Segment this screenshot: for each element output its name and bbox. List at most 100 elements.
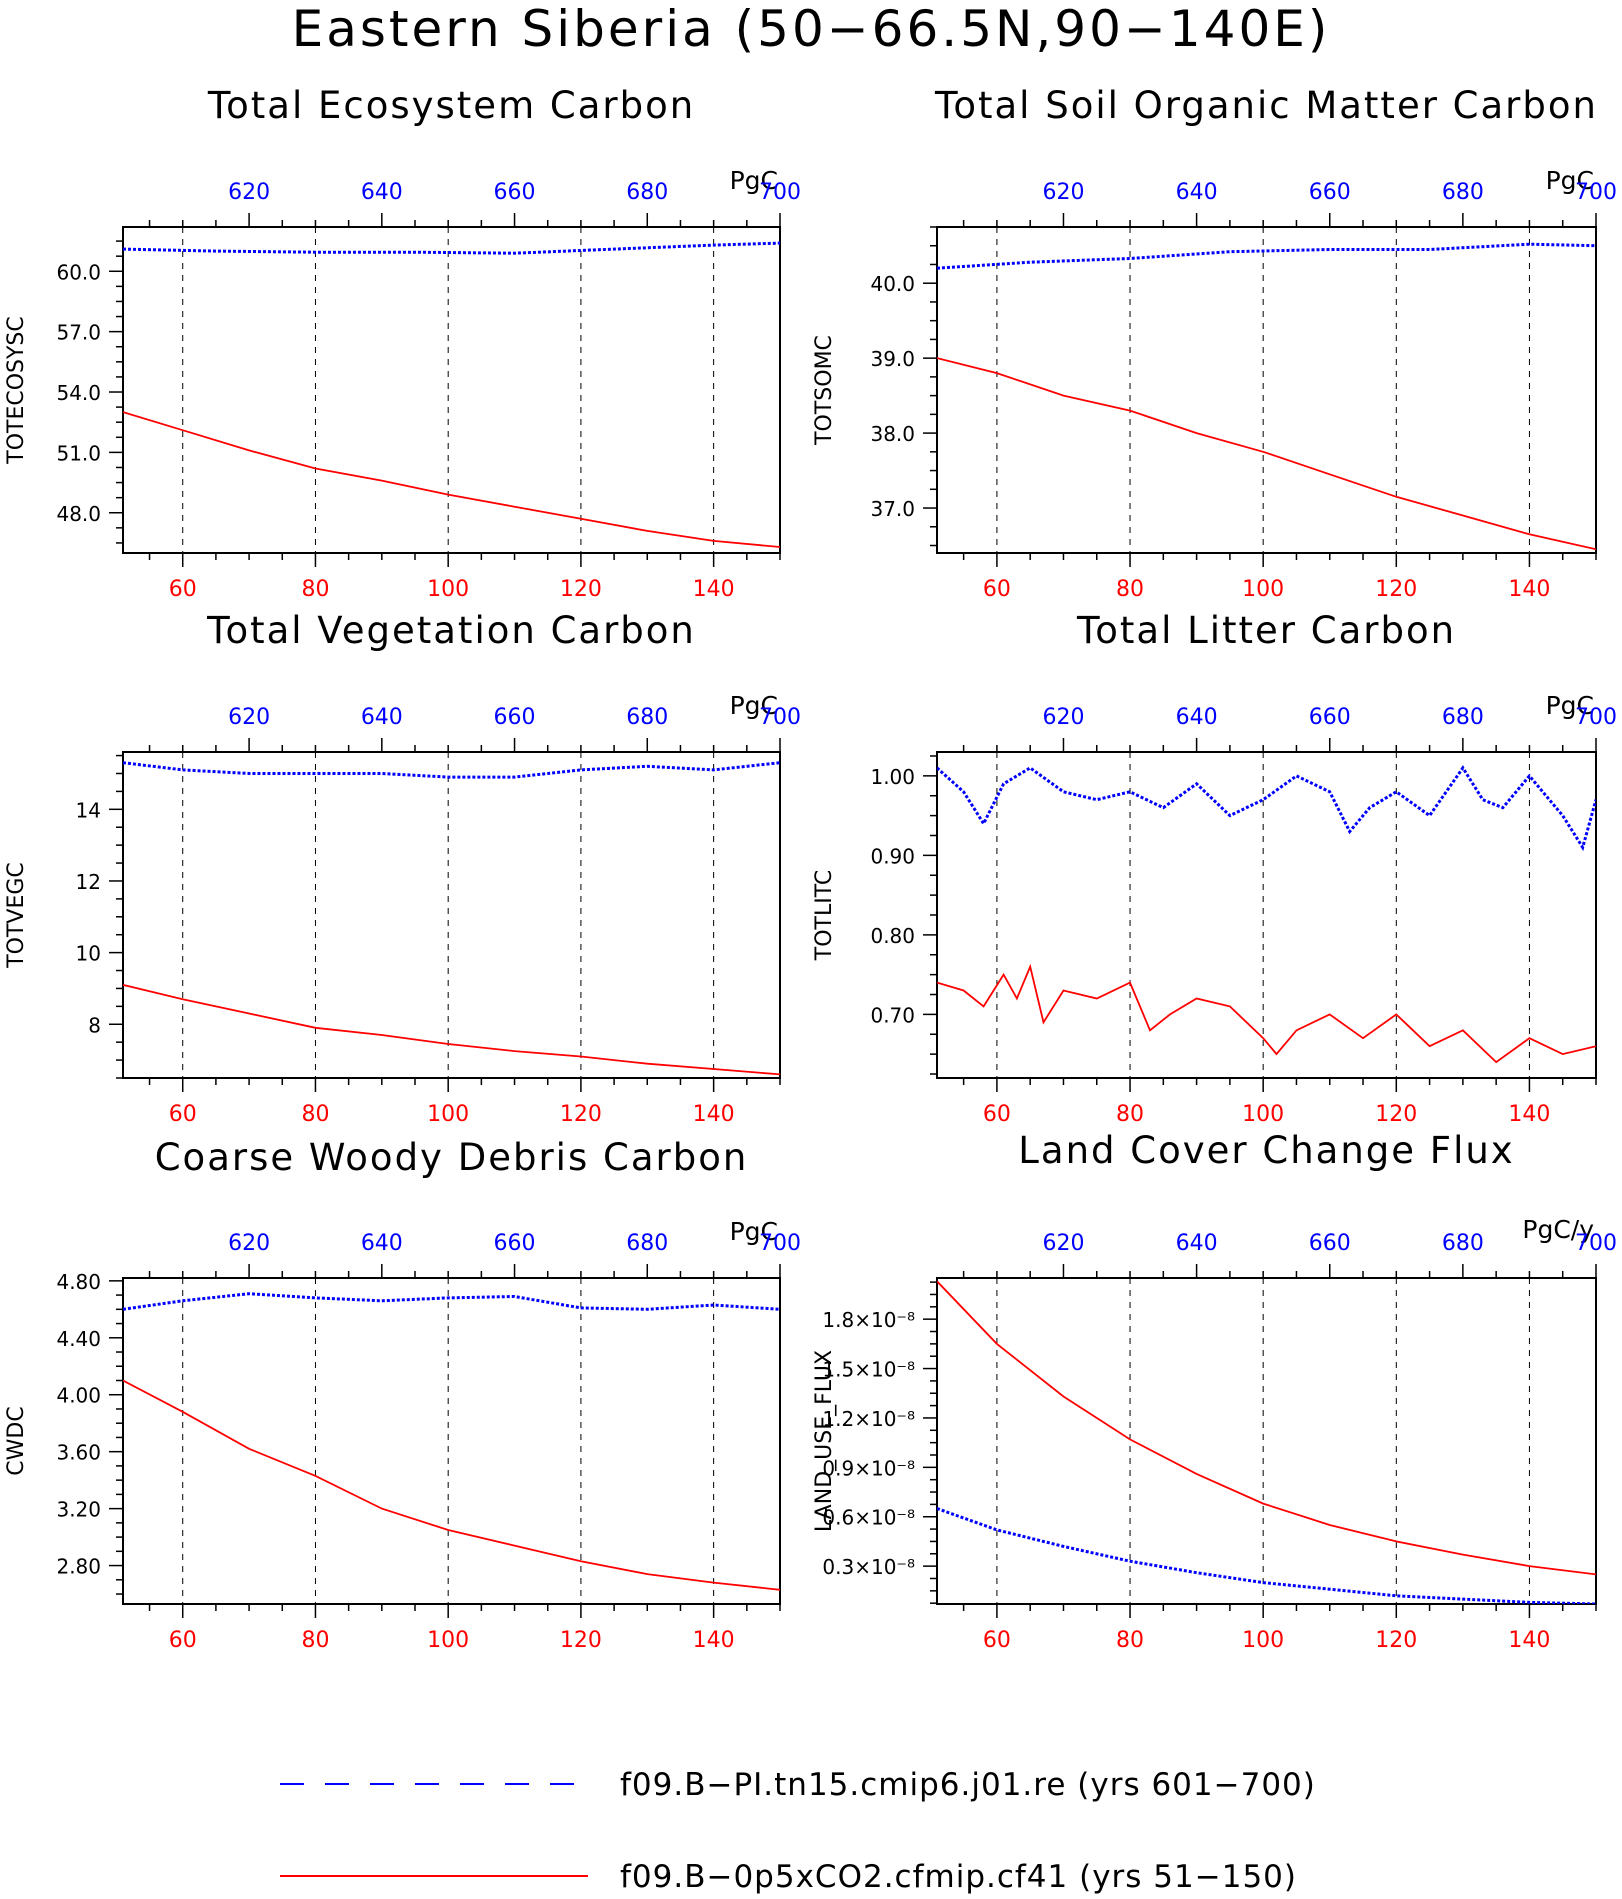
panel-title: Coarse Woody Debris Carbon — [155, 1136, 749, 1179]
x-tick-label-top: 660 — [494, 1231, 536, 1256]
x-tick-label-top: 680 — [1442, 180, 1484, 205]
series-line-blue — [123, 241, 780, 255]
x-tick-label-top: 640 — [1176, 705, 1218, 730]
x-tick-label-top: 640 — [1176, 1231, 1218, 1256]
x-tick-label-bottom: 140 — [1508, 577, 1550, 602]
y-tick-label: 0.3×10⁻⁸ — [822, 1555, 915, 1579]
x-tick-label-top: 620 — [228, 705, 270, 730]
y-tick-label: 38.0 — [870, 422, 915, 446]
x-tick-label-bottom: 120 — [560, 577, 602, 602]
y-axis-label: TOTECOSYSC — [4, 316, 29, 465]
panel-4: Total Litter Carbon PgC 60 80 100 120 140 620 64… — [812, 609, 1617, 1127]
series-line-red — [123, 411, 780, 548]
y-tick-label: 0.9×10⁻⁸ — [822, 1456, 915, 1480]
x-tick-label-bottom: 140 — [693, 577, 735, 602]
x-tick-label-top: 700 — [759, 705, 801, 730]
x-tick-label-bottom: 60 — [983, 1628, 1011, 1653]
x-tick-label-bottom: 140 — [1508, 1102, 1550, 1127]
series-line-red — [937, 1280, 1596, 1576]
x-tick-label-bottom: 80 — [1116, 1628, 1144, 1653]
x-tick-label-bottom: 80 — [301, 1628, 329, 1653]
x-tick-label-top: 660 — [494, 705, 536, 730]
series-line-blue — [937, 242, 1596, 270]
units-label: PgC — [730, 166, 778, 195]
x-tick-label-top: 620 — [228, 180, 270, 205]
x-tick-label-top: 620 — [1042, 705, 1084, 730]
y-tick-label: 4.00 — [56, 1384, 101, 1408]
x-tick-label-bottom: 100 — [427, 577, 469, 602]
x-tick-label-top: 640 — [1176, 180, 1218, 205]
y-tick-label: 4.40 — [56, 1327, 101, 1351]
x-tick-label-bottom: 100 — [1242, 1628, 1284, 1653]
y-tick-label: 3.20 — [56, 1498, 101, 1522]
series-line-blue — [937, 1507, 1596, 1604]
x-tick-label-top: 680 — [1442, 705, 1484, 730]
x-tick-label-bottom: 140 — [693, 1628, 735, 1653]
x-tick-label-bottom: 120 — [1375, 1102, 1417, 1127]
panel-1: Total Ecosystem Carbon PgC 60 80 100 120 140 62… — [4, 84, 801, 602]
series-line-red — [123, 1379, 780, 1591]
x-tick-label-bottom: 100 — [427, 1102, 469, 1127]
x-tick-label-bottom: 120 — [1375, 577, 1417, 602]
series-line-blue — [937, 765, 1596, 852]
y-tick-label: 54.0 — [56, 381, 101, 405]
y-tick-label: 12 — [76, 870, 101, 894]
x-tick-label-top: 680 — [626, 1231, 668, 1256]
x-tick-label-bottom: 100 — [1242, 577, 1284, 602]
y-tick-label: 37.0 — [870, 497, 915, 521]
y-tick-label: 8 — [88, 1013, 101, 1037]
x-tick-label-top: 660 — [1309, 1231, 1351, 1256]
plot-frame — [936, 751, 1597, 1079]
plot-frame — [122, 226, 781, 554]
plot-frame — [936, 226, 1597, 554]
panel-3: Total Vegetation Carbon PgC 60 80 100 120 140 6… — [4, 609, 801, 1127]
x-tick-label-bottom: 80 — [301, 577, 329, 602]
legend-label-2: f09.B−0p5xCO2.cfmip.cf41 (yrs 51−150) — [620, 1859, 1297, 1895]
y-axis-label: TOTVEGC — [4, 862, 29, 969]
x-tick-label-bottom: 80 — [1116, 577, 1144, 602]
x-tick-label-top: 700 — [1575, 180, 1617, 205]
x-tick-label-bottom: 60 — [169, 577, 197, 602]
x-tick-label-top: 700 — [759, 180, 801, 205]
y-axis-label: TOTSOMC — [812, 335, 837, 446]
y-tick-label: 1.5×10⁻⁸ — [822, 1358, 915, 1382]
x-tick-label-top: 700 — [1575, 705, 1617, 730]
y-tick-label: 39.0 — [870, 347, 915, 371]
x-tick-label-top: 640 — [361, 705, 403, 730]
x-tick-label-bottom: 80 — [301, 1102, 329, 1127]
x-tick-label-bottom: 120 — [560, 1628, 602, 1653]
x-tick-label-top: 620 — [1042, 1231, 1084, 1256]
x-tick-label-top: 700 — [759, 1231, 801, 1256]
y-tick-label: 3.60 — [56, 1441, 101, 1465]
panel-2: Total Soil Organic Matter Carbon PgC 60 80 1… — [812, 84, 1617, 602]
x-tick-label-bottom: 60 — [169, 1102, 197, 1127]
x-tick-label-top: 680 — [1442, 1231, 1484, 1256]
x-tick-label-bottom: 80 — [1116, 1102, 1144, 1127]
x-tick-label-bottom: 120 — [560, 1102, 602, 1127]
panel-5: Coarse Woody Debris Carbon PgC 60 80 100 120 1… — [4, 1136, 801, 1653]
x-tick-label-bottom: 140 — [1508, 1628, 1550, 1653]
y-axis-label: CWDC — [4, 1406, 29, 1475]
y-tick-label: 51.0 — [56, 441, 101, 465]
y-tick-label: 57.0 — [56, 321, 101, 345]
x-tick-label-top: 640 — [361, 180, 403, 205]
panel-title: Land Cover Change Flux — [1018, 1129, 1514, 1172]
series-line-blue — [123, 761, 780, 779]
panel-title: Total Vegetation Carbon — [206, 609, 696, 652]
y-axis-label: LAND_USE_FLUX — [812, 1350, 837, 1532]
legend: f09.B−PI.tn15.cmip6.j01.re (yrs 601−700)… — [280, 1767, 1316, 1895]
x-tick-label-bottom: 100 — [427, 1628, 469, 1653]
y-tick-label: 1.00 — [870, 765, 915, 789]
units-label: PgC — [1546, 166, 1594, 195]
y-tick-label: 0.70 — [870, 1003, 915, 1027]
x-tick-label-top: 620 — [1042, 180, 1084, 205]
x-tick-label-bottom: 60 — [983, 1102, 1011, 1127]
plot-frame — [936, 1277, 1597, 1605]
x-tick-label-top: 700 — [1575, 1231, 1617, 1256]
legend-label-1: f09.B−PI.tn15.cmip6.j01.re (yrs 601−700) — [620, 1767, 1316, 1803]
panel-title: Total Soil Organic Matter Carbon — [934, 84, 1598, 127]
y-tick-label: 0.90 — [870, 844, 915, 868]
series-line-blue — [123, 1292, 780, 1311]
panel-title: Total Litter Carbon — [1076, 609, 1456, 652]
